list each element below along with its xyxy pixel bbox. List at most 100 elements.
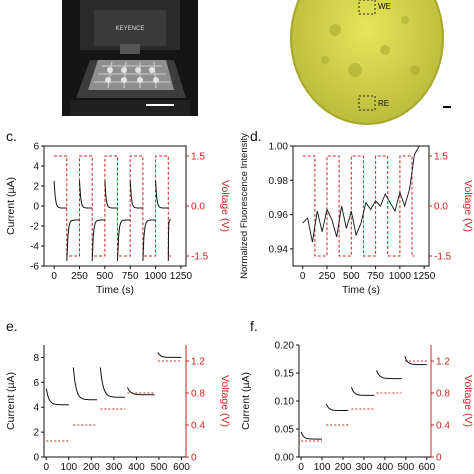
x-tick-label: 300: [106, 462, 123, 473]
y-axis-label: Current (µA): [5, 177, 17, 235]
y-tick-label: 0.05: [275, 425, 295, 436]
voltage-series: [54, 155, 171, 257]
we-label: WE: [378, 2, 391, 11]
chart-c: 0 250 500 750 1000 1250 -6 -4 -2 0 2 4 6 -1.5 0.0 1.5 Ti…: [5, 142, 231, 297]
y2-tick-label: 0: [191, 453, 197, 464]
y-tick-label: 6: [33, 378, 39, 389]
x-tick-label: 500: [97, 271, 114, 282]
current-step: [350, 386, 375, 396]
microscope-photo: KEYENCE: [62, 0, 198, 116]
current-step: [300, 431, 322, 440]
current-step: [404, 356, 427, 366]
y-tick-label: 0.10: [275, 397, 295, 408]
y2-tick-label: -1.5: [434, 252, 452, 263]
chart-e: 0 100 200 300 400 500 6000246800.40.81.2Curren…: [5, 345, 231, 473]
x-tick-label: 200: [335, 462, 352, 473]
y-tick-label: -6: [30, 262, 39, 273]
current-step: [99, 367, 126, 398]
y-tick-label: 4: [33, 162, 39, 173]
y2-axis-label: Voltage (V): [219, 180, 231, 232]
current-step: [126, 387, 155, 396]
x-tick-label: 500: [343, 271, 360, 282]
y-tick-label: -4: [30, 242, 39, 253]
x-tick-label: 0: [51, 271, 57, 282]
y2-tick-label: 1.5: [434, 152, 448, 163]
x-tick-label: 400: [128, 462, 145, 473]
y2-tick-label: 1.2: [436, 357, 450, 368]
re-label: RE: [378, 99, 389, 108]
chart-f: 0 100 200 300 400 500 600 0.00 0.05 0.10 0.15 0.20 0…: [240, 341, 474, 474]
scale-bar: [146, 104, 174, 106]
y-tick-label: 0.94: [269, 244, 289, 255]
y-axis-label: Current (µA): [240, 372, 252, 430]
x-tick-label: 200: [83, 462, 100, 473]
y-tick-label: 0.15: [275, 369, 295, 380]
y-axis-label: Current (µA): [5, 372, 17, 430]
x-tick-label: 300: [356, 462, 373, 473]
y2-axis-label: Voltage (V): [462, 375, 474, 427]
y2-tick-label: 1.2: [191, 357, 205, 368]
x-tick-label: 0: [300, 271, 306, 282]
x-axis-label: Time (s): [342, 284, 380, 296]
y2-axis-label: Voltage (V): [219, 375, 231, 427]
y-tick-label: 0.00: [275, 453, 295, 464]
y-tick-label: 0: [33, 453, 39, 464]
y2-tick-label: 0.4: [436, 421, 450, 432]
x-tick-label: 400: [377, 462, 394, 473]
chart-d: 0 250 500 750 1000 1250 0.94 0.96 0.98 1.00 -1.5 0.…: [239, 133, 474, 296]
y2-tick-label: 0.0: [191, 202, 205, 213]
y-tick-label: -2: [30, 222, 39, 233]
x-axis-label: Time (s): [96, 284, 134, 296]
x-tick-label: 500: [398, 462, 415, 473]
x-tick-label: 600: [418, 462, 435, 473]
x-tick-label: 600: [173, 462, 190, 473]
voltage-series: [302, 155, 415, 257]
y-tick-label: 2: [33, 182, 39, 193]
current-step: [376, 369, 402, 380]
scale-bar-b: [443, 106, 451, 108]
current-step: [325, 403, 349, 411]
current-step: [45, 388, 69, 406]
y-axis-label: Normalized Fluorescence Intensity: [239, 133, 250, 279]
y-tick-label: 8: [33, 353, 39, 364]
y2-tick-label: -1.5: [191, 252, 209, 263]
x-tick-label: 100: [314, 462, 331, 473]
x-tick-label: 250: [319, 271, 336, 282]
x-tick-label: 0: [298, 462, 304, 473]
y-tick-label: 2: [33, 428, 39, 439]
current-series: [53, 180, 171, 262]
x-tick-label: 1000: [389, 271, 412, 282]
y-tick-label: 0: [33, 202, 39, 213]
panel-label-f: f.: [250, 318, 258, 334]
y2-axis-label: Voltage (V): [462, 180, 474, 232]
x-tick-label: 1250: [170, 271, 193, 282]
y2-tick-label: 0.0: [434, 202, 448, 213]
y-tick-label: 0.96: [269, 210, 289, 221]
x-tick-label: 100: [60, 462, 77, 473]
plot-frame: [292, 145, 430, 267]
y-tick-label: 4: [33, 403, 39, 414]
x-tick-label: 0: [43, 462, 49, 473]
y-tick-label: 1.00: [269, 142, 289, 153]
current-step: [72, 367, 98, 401]
panel-label-e: e.: [6, 318, 18, 334]
x-tick-label: 1000: [144, 271, 167, 282]
x-tick-label: 250: [71, 271, 88, 282]
y-tick-label: 6: [33, 142, 39, 153]
fluorescence-series: [302, 145, 420, 243]
y2-tick-label: 0: [436, 453, 442, 464]
y2-tick-label: 0.4: [191, 421, 205, 432]
electrode-photo: WE RE: [275, 0, 460, 130]
y-tick-label: 0.98: [269, 176, 289, 187]
current-step: [157, 352, 182, 358]
y2-tick-label: 0.8: [436, 389, 450, 400]
y2-tick-label: 1.5: [191, 152, 205, 163]
x-tick-label: 750: [367, 271, 384, 282]
x-tick-label: 500: [151, 462, 168, 473]
y2-tick-label: 0.8: [191, 389, 205, 400]
brand-label: KEYENCE: [116, 26, 145, 32]
panel-label-d: d.: [250, 128, 262, 144]
plot-frame: [43, 145, 187, 267]
x-tick-label: 1250: [413, 271, 436, 282]
y-tick-label: 0.20: [275, 341, 295, 352]
